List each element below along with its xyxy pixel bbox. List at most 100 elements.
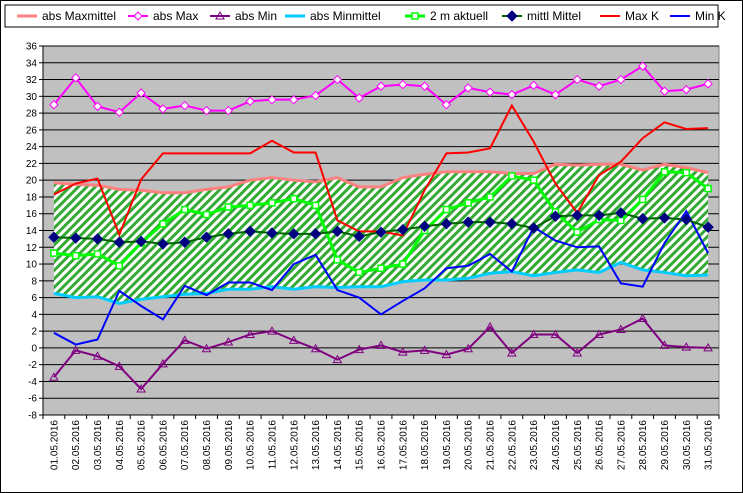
data-point xyxy=(245,96,255,107)
data-point xyxy=(71,73,81,83)
data-point xyxy=(224,203,233,211)
x-tick-label: 01.05.2016 xyxy=(49,420,60,470)
data-point xyxy=(333,256,342,264)
data-point xyxy=(377,264,385,272)
data-point xyxy=(266,227,278,239)
data-point xyxy=(311,201,320,210)
data-point xyxy=(484,216,496,228)
x-tick-label: 20.05.2016 xyxy=(464,420,475,470)
data-point xyxy=(638,195,647,204)
data-point xyxy=(354,344,365,354)
data-point xyxy=(290,194,298,203)
legend-label: abs Maxmittel xyxy=(42,9,116,23)
x-tick-label: 06.05.2016 xyxy=(158,420,169,470)
data-point xyxy=(419,345,430,354)
data-point xyxy=(528,80,539,91)
data-point xyxy=(463,343,474,353)
legend-entry: abs Max xyxy=(128,9,198,23)
x-tick-label: 09.05.2016 xyxy=(224,420,235,470)
data-point xyxy=(463,83,473,93)
data-point xyxy=(658,212,671,224)
data-point xyxy=(354,93,364,103)
x-tick-label: 30.05.2016 xyxy=(682,420,693,470)
data-point xyxy=(245,329,256,338)
x-tick-label: 27.05.2016 xyxy=(616,420,627,470)
data-point xyxy=(594,329,604,338)
y-tick-label: 20 xyxy=(26,176,38,187)
legend-label: mittl Mittel xyxy=(527,9,581,23)
x-tick-label: 12.05.2016 xyxy=(289,420,300,470)
data-point xyxy=(376,340,386,349)
data-point xyxy=(289,94,299,105)
series-abs-max xyxy=(49,61,713,117)
x-tick-label: 28.05.2016 xyxy=(638,420,649,470)
data-point xyxy=(113,236,126,248)
x-tick-label: 11.05.2016 xyxy=(267,420,278,470)
series-line xyxy=(53,162,709,195)
y-tick-label: 16 xyxy=(26,209,38,220)
series-mittl-mittel xyxy=(48,207,714,250)
data-point xyxy=(527,222,540,234)
data-point xyxy=(179,335,190,344)
data-point xyxy=(136,88,146,98)
data-point xyxy=(268,199,276,207)
data-point xyxy=(114,107,125,117)
data-point xyxy=(682,168,691,177)
data-point xyxy=(462,216,474,228)
x-tick-label: 13.05.2016 xyxy=(311,420,322,470)
x-tick-label: 29.05.2016 xyxy=(660,420,671,470)
data-point xyxy=(71,251,80,260)
y-tick-label: 24 xyxy=(26,142,38,153)
data-point xyxy=(288,335,299,344)
data-point xyxy=(418,220,431,233)
series-abs-minmittel xyxy=(53,260,709,306)
data-point xyxy=(49,372,59,381)
y-tick-label: 12 xyxy=(26,243,38,254)
data-point xyxy=(133,11,143,21)
x-tick-label: 08.05.2016 xyxy=(202,420,213,470)
x-tick-label: 10.05.2016 xyxy=(246,420,257,470)
data-point xyxy=(571,209,583,222)
data-point xyxy=(288,228,300,240)
data-point xyxy=(485,321,495,331)
data-point xyxy=(637,313,648,323)
series-line xyxy=(53,260,709,306)
axes: -8-6-4-202468101214161820222426283032343… xyxy=(26,42,720,470)
data-point xyxy=(332,74,343,85)
y-tick-label: 28 xyxy=(26,109,38,120)
data-point xyxy=(397,347,408,356)
data-point xyxy=(508,172,516,180)
data-point xyxy=(549,210,562,222)
x-tick-label: 18.05.2016 xyxy=(420,420,431,470)
data-point xyxy=(91,233,104,245)
data-point xyxy=(222,228,235,240)
data-point xyxy=(442,205,451,214)
data-point xyxy=(593,209,605,222)
data-point xyxy=(594,81,604,91)
y-tick-label: 2 xyxy=(31,327,37,338)
legend-entry: Max K xyxy=(600,9,659,23)
legend: abs Maxmittel abs Max abs Min abs Minmittel… xyxy=(4,4,726,28)
x-tick-label: 05.05.2016 xyxy=(137,420,148,470)
data-point xyxy=(332,354,343,364)
data-point xyxy=(246,201,254,210)
legend-entry: abs Min xyxy=(210,9,277,23)
x-tick-label: 17.05.2016 xyxy=(398,420,409,470)
data-point xyxy=(158,104,168,114)
legend-label: Min K xyxy=(695,9,726,23)
data-point xyxy=(486,193,494,201)
data-point xyxy=(215,10,225,20)
y-tick-label: -4 xyxy=(28,377,37,388)
x-tick-label: 03.05.2016 xyxy=(93,420,104,470)
data-point xyxy=(376,81,386,91)
data-point xyxy=(440,218,453,230)
data-point xyxy=(115,261,124,270)
data-point xyxy=(223,105,234,116)
data-point xyxy=(114,361,125,370)
x-tick-label: 21.05.2016 xyxy=(486,420,497,470)
data-point xyxy=(616,74,626,85)
data-point xyxy=(398,79,408,90)
legend-label: abs Min xyxy=(235,9,277,23)
data-point xyxy=(200,231,213,243)
